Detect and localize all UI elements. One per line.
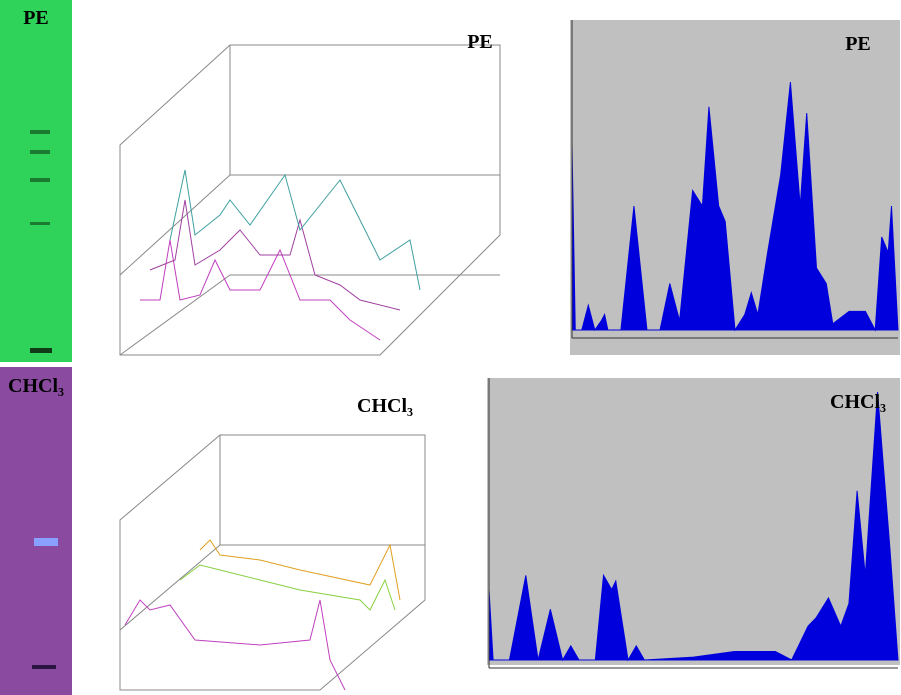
- densitogram-area: [571, 81, 899, 332]
- plate-label: CHCl₃: [8, 375, 64, 397]
- surface-plot-pe: [119, 44, 501, 356]
- band: [30, 178, 50, 182]
- panel-label: CHCl₃: [357, 395, 413, 417]
- band: [30, 222, 50, 225]
- panel-label: PE: [467, 31, 493, 53]
- band: [30, 130, 50, 134]
- chart-title: CHCl₃: [830, 391, 886, 413]
- plate-label: PE: [23, 7, 49, 29]
- chart-title: PE: [845, 33, 871, 55]
- densitogram-area: [488, 392, 899, 662]
- surface-plot-chcl3: [119, 434, 426, 691]
- plot-background: [570, 20, 900, 355]
- band: [30, 150, 50, 154]
- band: [34, 538, 58, 546]
- band: [32, 665, 56, 669]
- band: [30, 348, 52, 353]
- tlc-plate-chcl3: [0, 367, 72, 695]
